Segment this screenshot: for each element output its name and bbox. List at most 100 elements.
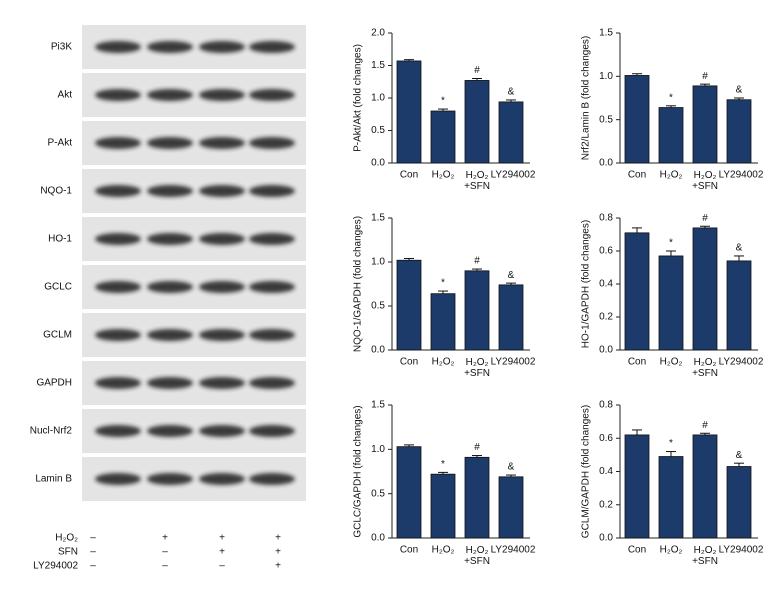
y-tick-label: 0.5: [371, 488, 385, 499]
blot-band: [95, 233, 141, 245]
error-bar: [506, 99, 516, 102]
blot-band: [147, 473, 193, 485]
error-bar: [666, 105, 676, 108]
error-bar: [438, 471, 448, 475]
bar: [430, 110, 456, 164]
significance-mark: *: [441, 278, 445, 289]
y-tick-label: 0.8: [599, 400, 613, 411]
y-axis-label: GCLC/GAPDH (fold changes): [353, 405, 364, 537]
bar: [624, 232, 650, 351]
bar: [430, 473, 456, 539]
treatment-sign: –: [90, 561, 96, 572]
blot-label: GCLM: [43, 330, 72, 341]
blot-band: [95, 377, 141, 389]
x-tick-label: Con: [628, 545, 646, 556]
y-tick-label: 0.6: [599, 246, 613, 257]
treatment-sign: +: [162, 533, 168, 544]
error-bar: [632, 73, 642, 76]
y-tick-label: 0.4: [599, 466, 613, 477]
x-tick-label: Con: [628, 170, 646, 181]
x-tick-label: H₂O₂: [660, 545, 683, 556]
y-tick-label: 0.0: [599, 533, 613, 544]
treatment-sign: +: [219, 533, 225, 544]
blot-band: [147, 89, 193, 101]
y-tick-label: 1.5: [371, 60, 385, 71]
blot-band: [95, 329, 141, 341]
error-bar: [700, 83, 710, 86]
error-bar: [666, 451, 676, 457]
error-bar: [472, 268, 482, 271]
error-bar: [506, 282, 516, 285]
significance-mark: #: [702, 420, 708, 431]
treatment-label: LY294002: [33, 561, 78, 572]
bar: [692, 227, 718, 351]
error-bar: [404, 59, 414, 61]
bar: [658, 456, 684, 539]
treatment-sign: –: [162, 547, 168, 558]
error-bar: [700, 225, 710, 228]
bar: [464, 80, 490, 164]
blot-label: HO-1: [48, 234, 72, 245]
blot-band: [249, 233, 295, 245]
error-bar: [632, 429, 642, 435]
blot-band: [95, 137, 141, 149]
y-tick-label: 0.0: [371, 533, 385, 544]
bar: [726, 260, 752, 351]
significance-mark: &: [736, 243, 743, 254]
blot-band: [199, 425, 245, 437]
significance-mark: &: [508, 87, 515, 98]
x-tick-label: H₂O₂: [432, 545, 455, 556]
y-axis-label: HO-1/GAPDH (fold changes): [581, 220, 592, 348]
error-bar: [700, 432, 710, 435]
blot-band: [95, 473, 141, 485]
x-tick-label: LY294002: [719, 357, 764, 368]
blot-band: [249, 281, 295, 293]
y-tick-label: 0.0: [599, 158, 613, 169]
x-tick-label: H₂O₂: [660, 357, 683, 368]
x-tick-label: H₂O₂: [660, 170, 683, 181]
error-bar: [632, 227, 642, 233]
bar: [498, 284, 524, 351]
bar: [464, 270, 490, 351]
bar: [498, 101, 524, 164]
blot-band: [199, 377, 245, 389]
treatment-sign: +: [275, 533, 281, 544]
blot-band: [199, 281, 245, 293]
significance-mark: *: [669, 238, 673, 249]
treatment-sign: –: [90, 547, 96, 558]
blot-label: GCLC: [44, 282, 72, 293]
bar: [396, 259, 422, 351]
blot-label: Nucl-Nrf2: [30, 426, 73, 437]
y-tick-label: 0.2: [599, 499, 613, 510]
bar: [396, 60, 422, 164]
x-tick-label: Con: [400, 170, 418, 181]
blot-band: [147, 185, 193, 197]
x-tick-label: H₂O₂ +SFN: [692, 357, 718, 379]
blot-band: [199, 233, 245, 245]
blot-band: [95, 41, 141, 53]
blot-band: [249, 377, 295, 389]
y-tick-label: 1.0: [599, 71, 613, 82]
blot-band: [249, 89, 295, 101]
blot-band: [95, 425, 141, 437]
blot-band: [147, 41, 193, 53]
bar: [396, 446, 422, 539]
blot-band: [199, 473, 245, 485]
blot-band: [199, 89, 245, 101]
y-tick-label: 0.0: [371, 345, 385, 356]
x-tick-label: Con: [400, 357, 418, 368]
blot-label: Lamin B: [35, 474, 72, 485]
error-bar: [404, 444, 414, 447]
y-tick-label: 0.8: [599, 213, 613, 224]
treatment-sign: –: [219, 561, 225, 572]
blot-band: [249, 137, 295, 149]
x-tick-label: H₂O₂ +SFN: [692, 545, 718, 567]
blot-band: [147, 233, 193, 245]
blot-band: [199, 137, 245, 149]
blot-label: Pi3K: [51, 42, 72, 53]
x-tick-label: Con: [400, 545, 418, 556]
blot-band: [95, 185, 141, 197]
blot-band: [249, 425, 295, 437]
treatment-sign: –: [90, 533, 96, 544]
y-axis-label: Nrf2/Lamin B (fold changes): [581, 36, 592, 161]
